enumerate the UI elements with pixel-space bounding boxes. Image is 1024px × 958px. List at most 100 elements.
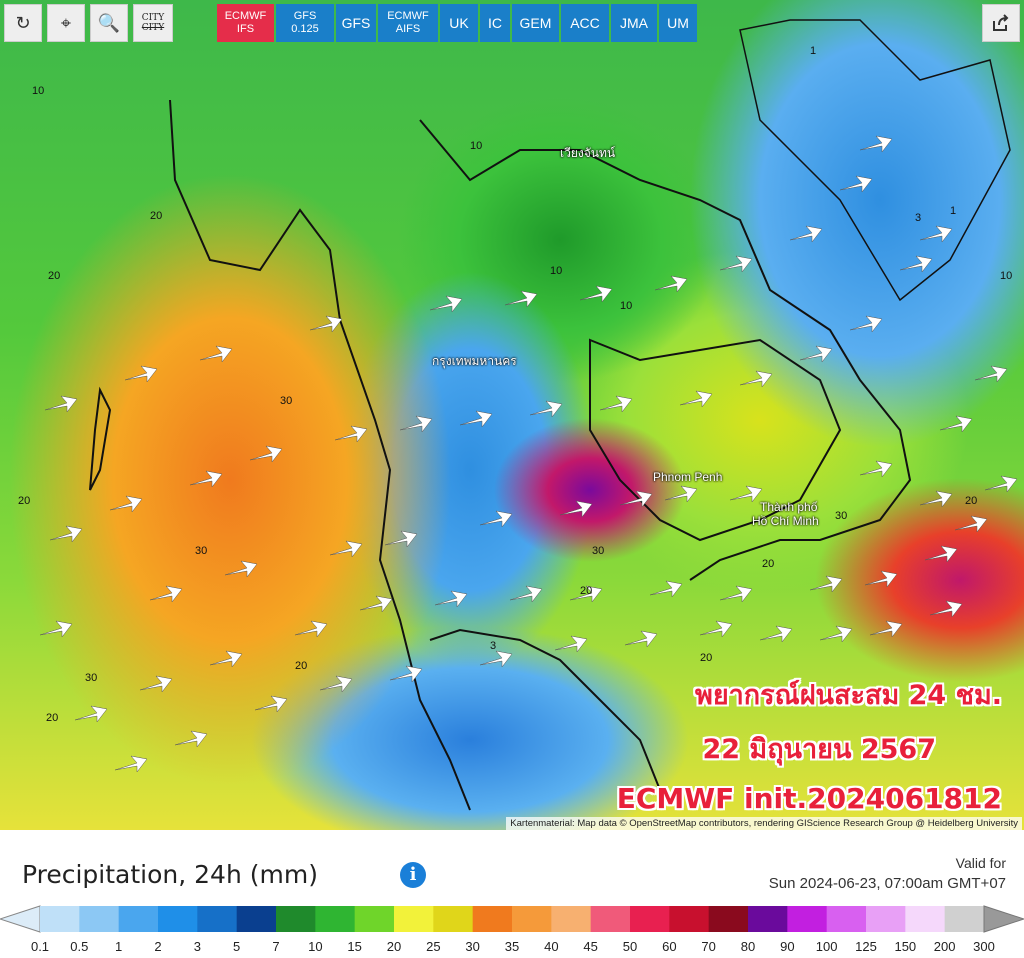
wind-arrow	[654, 275, 688, 293]
contour-label: 1	[810, 45, 817, 57]
model-button-gfs-0-125[interactable]: GFS 0.125	[276, 4, 334, 42]
wind-arrow	[334, 425, 368, 443]
location-pin-button[interactable]: ⌖	[47, 4, 85, 42]
scale-tick-label: 50	[622, 939, 638, 954]
wind-arrow	[954, 515, 988, 533]
scale-tick-label: 60	[662, 939, 677, 954]
scale-swatch	[118, 906, 159, 932]
zoom-out-button[interactable]: 🔍	[90, 4, 128, 42]
scale-tick-label: 3	[193, 939, 201, 954]
wind-arrow	[864, 570, 898, 588]
contour-label: 20	[965, 495, 978, 507]
scale-swatch	[472, 906, 513, 932]
refresh-icon: ↻	[15, 12, 31, 34]
wind-arrow	[44, 395, 78, 413]
map-attribution: Kartenmaterial: Map data © OpenStreetMap…	[506, 817, 1022, 830]
wind-arrow	[649, 580, 683, 598]
wind-arrow	[859, 135, 893, 153]
scale-swatch	[394, 906, 434, 932]
scale-swatch	[866, 906, 906, 932]
forecast-init-overlay: ECMWF init.2024061812	[616, 782, 1002, 815]
scale-tick-label: 20	[386, 939, 402, 954]
model-button-label: GFS	[341, 14, 371, 31]
wind-arrow	[759, 625, 793, 643]
wind-arrow	[74, 705, 108, 723]
scale-tick-label: 7	[272, 939, 280, 954]
model-button-label: IC	[488, 14, 502, 31]
valid-for-label: Valid for	[955, 855, 1006, 871]
scale-min-cap	[0, 905, 41, 933]
contour-label: 20	[762, 558, 775, 570]
wind-arrow	[459, 410, 493, 428]
scale-swatch	[826, 906, 867, 932]
wind-arrow	[599, 395, 633, 413]
wind-arrow	[679, 390, 713, 408]
model-button-um[interactable]: UM	[659, 4, 697, 42]
precipitation-map[interactable]: กรุงเทพมหานคร Phnom Penh Thành phố Hồ Ch…	[0, 0, 1024, 830]
wind-arrow	[319, 675, 353, 693]
wind-arrow	[139, 675, 173, 693]
scale-tick-label: 10	[308, 939, 323, 954]
scale-swatch	[512, 906, 552, 932]
refresh-button[interactable]: ↻	[4, 4, 42, 42]
wind-arrow	[509, 585, 543, 603]
contour-label: 3	[915, 212, 922, 224]
scale-tick-label: 100	[815, 939, 838, 954]
wind-arrow	[869, 620, 903, 638]
wind-arrow	[569, 585, 603, 603]
model-button-gem[interactable]: GEM	[512, 4, 559, 42]
model-button-label: JMA	[620, 14, 648, 31]
model-button-jma[interactable]: JMA	[611, 4, 657, 42]
contour-label: 30	[195, 545, 208, 557]
scale-swatch	[158, 906, 198, 932]
wind-arrow	[399, 415, 433, 433]
wind-arrow	[429, 295, 463, 313]
scale-tick-label: 5	[233, 939, 241, 954]
wind-arrow	[664, 485, 698, 503]
wind-arrow	[109, 495, 143, 513]
share-icon	[993, 14, 1009, 31]
model-button-uk[interactable]: UK	[440, 4, 478, 42]
share-button[interactable]	[982, 4, 1020, 42]
color-scale-bar	[0, 905, 1024, 933]
wind-arrow	[434, 590, 468, 608]
scale-swatch	[276, 906, 316, 932]
zoom-out-icon: 🔍	[97, 12, 121, 34]
scale-tick-label: 2	[154, 939, 162, 954]
scale-tick-label: 0.1	[30, 939, 50, 954]
model-button-label: UM	[667, 14, 689, 31]
model-button-ic[interactable]: IC	[480, 4, 510, 42]
contour-label: 20	[580, 585, 593, 597]
wind-arrow	[199, 345, 233, 363]
gulf-coastline	[429, 628, 661, 791]
contour-label: 30	[835, 510, 848, 522]
city-labels-toggle[interactable]: CITY CITY	[133, 4, 173, 42]
map-borders	[39, 19, 1018, 811]
scale-tick-label: 25	[426, 939, 441, 954]
scale-swatch	[905, 906, 946, 932]
wind-arrow	[124, 365, 158, 383]
info-icon[interactable]: i	[400, 862, 426, 888]
contour-label: 20	[46, 712, 59, 724]
scale-tick-label: 80	[740, 939, 756, 954]
scale-swatch	[551, 906, 592, 932]
wind-arrow	[899, 255, 933, 273]
scale-swatch	[708, 906, 749, 932]
model-button-gfs[interactable]: GFS	[336, 4, 376, 42]
model-button-ecmwf-ifs[interactable]: ECMWF IFS	[217, 4, 274, 42]
wind-arrow	[249, 445, 283, 463]
scale-swatch	[197, 906, 238, 932]
scale-tick-label: 0.5	[70, 939, 89, 954]
wind-arrow	[329, 540, 363, 558]
model-button-ecmwf-aifs[interactable]: ECMWF AIFS	[378, 4, 438, 42]
forecast-title-overlay: พยากรณ์ฝนสะสม 24 ชม.	[695, 680, 1002, 711]
wind-arrow	[294, 620, 328, 638]
wind-arrow	[39, 620, 73, 638]
scale-max-cap	[983, 905, 1024, 933]
scale-tick-label: 30	[465, 939, 480, 954]
city-label-text: CITY CITY	[141, 13, 165, 33]
wind-arrow	[559, 500, 593, 518]
wind-arrow	[174, 730, 208, 748]
model-button-label: ECMWF AIFS	[387, 10, 429, 35]
model-button-acc[interactable]: ACC	[561, 4, 609, 42]
